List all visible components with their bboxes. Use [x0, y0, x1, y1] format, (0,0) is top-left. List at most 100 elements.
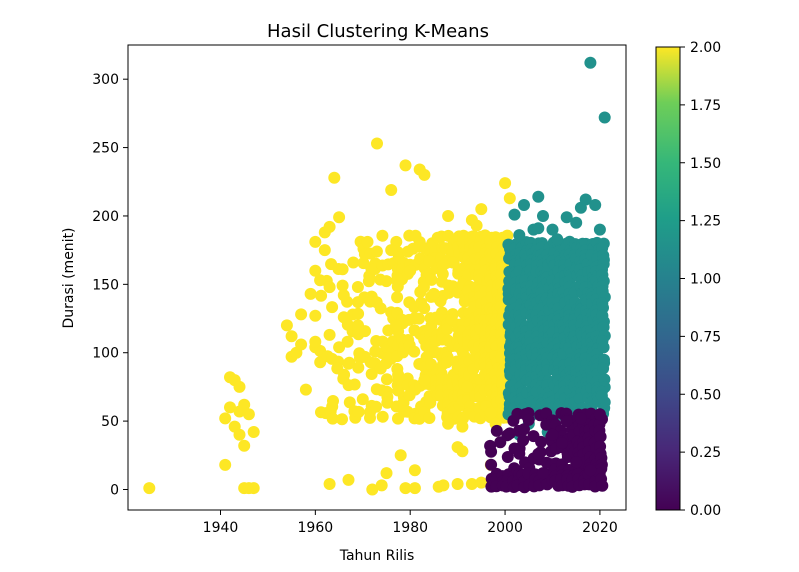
- data-point: [501, 451, 514, 463]
- data-point: [323, 281, 336, 294]
- data-point: [442, 210, 455, 222]
- colorbar: [655, 46, 681, 511]
- data-point: [380, 275, 393, 288]
- data-point: [342, 357, 355, 370]
- data-point: [337, 311, 350, 324]
- data-point: [219, 412, 232, 425]
- data-point: [518, 423, 530, 436]
- data-point: [501, 229, 514, 242]
- data-point: [584, 464, 597, 477]
- data-point: [328, 171, 341, 184]
- data-point: [376, 410, 389, 423]
- x-axis-label: Tahun Rilis: [339, 548, 415, 564]
- data-point: [517, 434, 530, 447]
- data-point: [336, 263, 349, 276]
- data-point: [315, 289, 328, 302]
- colorbar-tick-label: 1.00: [690, 272, 721, 288]
- cluster-2-series: [143, 137, 516, 496]
- data-point: [247, 482, 260, 495]
- data-point: [518, 199, 530, 211]
- colorbar-tick-label: 0.00: [690, 503, 721, 519]
- data-point: [326, 301, 339, 314]
- data-point: [380, 373, 393, 386]
- data-point: [233, 380, 246, 393]
- data-point: [143, 482, 156, 495]
- colorbar-tick-label: 0.50: [690, 387, 721, 403]
- data-point: [465, 478, 478, 490]
- data-point: [556, 437, 568, 449]
- data-point: [408, 345, 421, 358]
- data-point: [537, 467, 549, 480]
- data-point: [490, 424, 503, 437]
- data-point: [441, 323, 454, 336]
- y-tick-label: 300: [92, 72, 119, 88]
- data-point: [574, 412, 587, 425]
- x-tick-label: 2000: [487, 520, 523, 536]
- data-point: [295, 308, 308, 321]
- y-tick-label: 0: [110, 482, 119, 498]
- colorbar-tick-label: 0.25: [690, 445, 721, 461]
- data-point: [309, 335, 322, 348]
- data-point: [280, 319, 293, 332]
- data-point: [326, 412, 339, 425]
- data-point: [309, 264, 322, 277]
- data-point: [385, 184, 398, 196]
- data-point: [323, 478, 336, 490]
- data-point: [508, 442, 521, 455]
- data-point: [532, 222, 545, 235]
- x-tick-label: 2020: [582, 520, 618, 536]
- data-point: [233, 428, 246, 441]
- data-point: [385, 244, 398, 257]
- data-point: [336, 413, 348, 426]
- data-point: [442, 417, 455, 430]
- data-point: [485, 445, 498, 458]
- data-point: [341, 335, 354, 348]
- data-point: [333, 341, 346, 354]
- data-point: [537, 210, 549, 222]
- data-point: [546, 428, 559, 441]
- data-point: [380, 467, 393, 480]
- data-point: [391, 291, 404, 304]
- data-point: [532, 447, 545, 460]
- data-point: [441, 356, 454, 369]
- data-point: [446, 256, 459, 269]
- plot-frame: [127, 44, 627, 511]
- colorbar-tick-label: 1.50: [690, 156, 721, 172]
- data-point: [503, 427, 516, 440]
- data-point: [423, 255, 436, 268]
- data-point: [352, 296, 364, 309]
- data-point: [456, 420, 469, 433]
- data-point: [584, 56, 597, 69]
- data-point: [484, 406, 497, 419]
- data-point: [361, 235, 374, 248]
- data-point: [323, 220, 336, 233]
- data-point: [551, 233, 564, 246]
- data-point: [371, 137, 383, 150]
- data-point: [404, 264, 417, 277]
- data-point: [238, 398, 251, 411]
- data-point: [475, 203, 488, 216]
- x-tick-label: 1980: [392, 520, 428, 536]
- data-point: [299, 383, 312, 396]
- data-point: [362, 275, 375, 288]
- data-point: [418, 168, 431, 181]
- data-point: [347, 256, 360, 269]
- data-point: [425, 273, 438, 286]
- data-point: [597, 362, 610, 375]
- data-point: [309, 309, 322, 322]
- data-point: [570, 456, 583, 469]
- data-point: [309, 235, 322, 248]
- data-point: [596, 479, 609, 492]
- data-point: [589, 199, 602, 211]
- y-axis: 0 50 100 150 200 250 300: [92, 72, 128, 498]
- data-point: [532, 190, 545, 203]
- data-point: [342, 473, 355, 486]
- data-point: [408, 464, 421, 477]
- data-point: [593, 223, 606, 236]
- data-point: [456, 445, 469, 458]
- data-point: [336, 279, 349, 292]
- data-point: [437, 479, 450, 492]
- data-point: [451, 478, 464, 490]
- chart-title: Hasil Clustering K-Means: [267, 21, 489, 42]
- cluster-1-series: [502, 56, 611, 441]
